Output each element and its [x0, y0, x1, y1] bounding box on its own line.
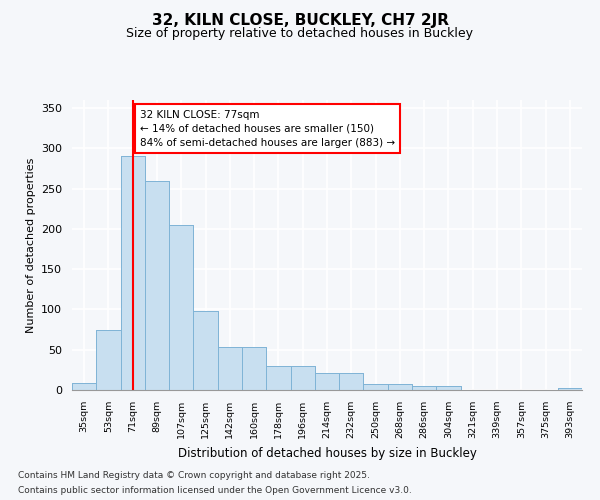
Bar — [145, 180, 169, 390]
Bar — [388, 384, 412, 390]
Bar — [193, 311, 218, 390]
Bar — [72, 383, 96, 390]
Bar — [218, 348, 242, 390]
Bar — [121, 156, 145, 390]
Bar — [436, 386, 461, 390]
Y-axis label: Number of detached properties: Number of detached properties — [26, 158, 35, 332]
Bar — [96, 330, 121, 390]
Bar — [266, 366, 290, 390]
Bar — [266, 366, 290, 390]
Bar — [364, 384, 388, 390]
Bar — [169, 225, 193, 390]
Bar — [436, 386, 461, 390]
Bar — [339, 373, 364, 390]
Bar — [558, 388, 582, 390]
Bar — [72, 383, 96, 390]
Bar — [121, 156, 145, 390]
Text: Contains HM Land Registry data © Crown copyright and database right 2025.: Contains HM Land Registry data © Crown c… — [18, 471, 370, 480]
Bar — [193, 311, 218, 390]
Bar — [315, 373, 339, 390]
Bar — [558, 388, 582, 390]
Bar — [145, 180, 169, 390]
Text: 32, KILN CLOSE, BUCKLEY, CH7 2JR: 32, KILN CLOSE, BUCKLEY, CH7 2JR — [151, 12, 449, 28]
X-axis label: Distribution of detached houses by size in Buckley: Distribution of detached houses by size … — [178, 446, 476, 460]
Bar — [242, 348, 266, 390]
Bar — [169, 225, 193, 390]
Bar — [412, 386, 436, 390]
Bar — [242, 348, 266, 390]
Bar — [218, 348, 242, 390]
Bar — [290, 366, 315, 390]
Text: Contains public sector information licensed under the Open Government Licence v3: Contains public sector information licen… — [18, 486, 412, 495]
Bar — [315, 373, 339, 390]
Bar — [388, 384, 412, 390]
Bar — [364, 384, 388, 390]
Bar — [339, 373, 364, 390]
Bar — [412, 386, 436, 390]
Bar — [96, 330, 121, 390]
Text: Size of property relative to detached houses in Buckley: Size of property relative to detached ho… — [127, 28, 473, 40]
Text: 32 KILN CLOSE: 77sqm
← 14% of detached houses are smaller (150)
84% of semi-deta: 32 KILN CLOSE: 77sqm ← 14% of detached h… — [140, 110, 395, 148]
Bar — [290, 366, 315, 390]
